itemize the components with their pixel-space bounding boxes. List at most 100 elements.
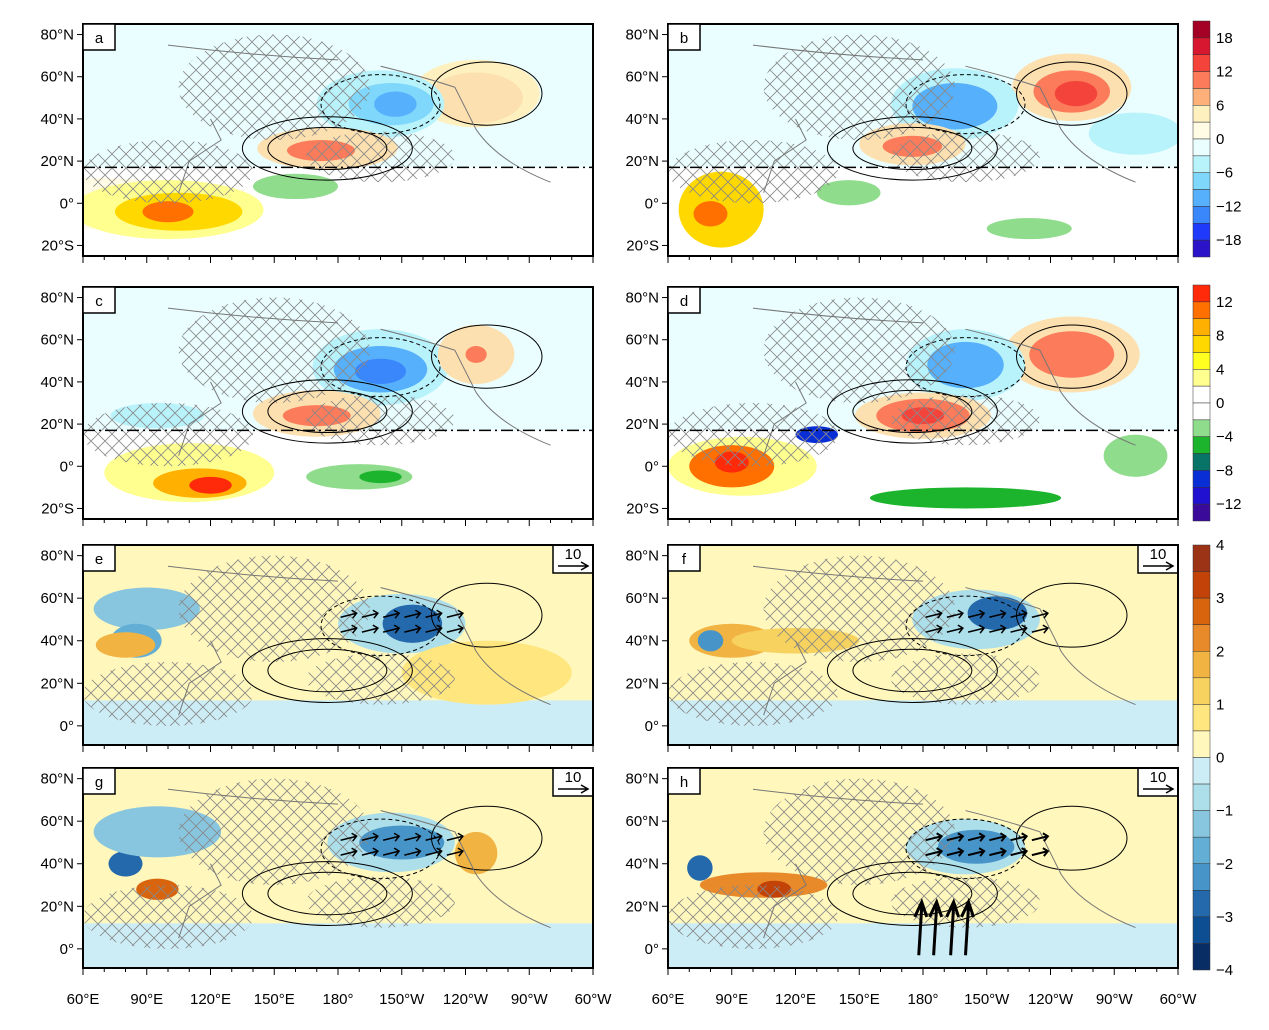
contour-line <box>267 871 388 916</box>
significance-hatching <box>668 662 838 726</box>
lat-tick-label: 0° <box>60 195 74 212</box>
wave-flux-arrow <box>925 609 943 619</box>
significance-hatching <box>83 403 253 467</box>
colorbar-swatch <box>1192 284 1211 303</box>
lat-tick-label: 40°N <box>40 111 74 128</box>
contour-line <box>320 337 441 398</box>
lat-tick-label: 80°N <box>40 290 74 307</box>
lat-tick-label: 40°N <box>625 633 659 650</box>
panel-label-box <box>82 767 116 795</box>
lat-tick-label: 20°S <box>626 500 659 517</box>
colorbar-swatch <box>1192 651 1211 679</box>
colorbar-label: 3 <box>1216 590 1224 607</box>
panel-label-box <box>667 544 701 572</box>
lat-tick-label: 0° <box>60 941 74 958</box>
reference-vector-arrow <box>558 784 590 794</box>
colorbar-label: 6 <box>1216 97 1224 114</box>
colorbar-label: 8 <box>1216 328 1224 345</box>
lon-tick-label: 90°E <box>715 991 748 1008</box>
wave-flux-arrow <box>925 847 944 857</box>
lat-tick-label: 80°N <box>625 548 659 565</box>
colorbar-swatch <box>1192 385 1211 404</box>
colorbar-swatch <box>1192 369 1211 387</box>
contour-line <box>905 595 1026 657</box>
map-area <box>83 768 593 968</box>
colorbar-swatch <box>1192 943 1211 971</box>
lat-tick-label: 0° <box>60 718 74 735</box>
panel-label: h <box>680 774 688 791</box>
colorbar-1: 18 12 6 0 −6 −12 −18 <box>1192 20 1241 258</box>
anomaly-shading <box>142 201 194 223</box>
lon-tick-label: 90°W <box>511 991 549 1008</box>
panel-label: d <box>680 293 688 310</box>
wave-flux-arrow <box>425 609 443 619</box>
wave-flux-arrow <box>404 847 422 857</box>
colorbar-swatch <box>1192 172 1211 190</box>
coastline <box>167 307 551 456</box>
colorbar-label: −3 <box>1216 909 1233 926</box>
lat-tick-label: 60°N <box>40 332 74 349</box>
colorbar-swatch <box>1192 890 1211 918</box>
lat-tick-label: 60°N <box>40 69 74 86</box>
contour-line <box>826 638 998 703</box>
wave-flux-arrow <box>361 624 379 634</box>
lat-tick-label: 80°N <box>625 27 659 44</box>
significance-hatching <box>891 653 1040 705</box>
wave-flux-arrow <box>960 898 975 956</box>
colorbar-label: −1 <box>1216 803 1233 820</box>
significance-hatching <box>763 34 955 140</box>
map-area <box>668 545 1178 745</box>
lon-tick-label: 90°W <box>1096 991 1134 1008</box>
colorbar-swatch <box>1192 470 1211 488</box>
colorbar-label: 12 <box>1216 64 1233 81</box>
colorbar-label: −8 <box>1216 462 1233 479</box>
lat-tick-label: 40°N <box>625 374 659 391</box>
reference-vector-arrow <box>1143 784 1175 794</box>
colorbar-swatch <box>1192 419 1211 437</box>
significance-hatching <box>891 394 1040 446</box>
wave-flux-arrow <box>404 624 422 634</box>
wave-flux-arrow <box>967 624 986 634</box>
wave-flux-arrow <box>946 847 965 857</box>
colorbar-label: 4 <box>1216 537 1224 554</box>
anomaly-shading <box>1103 434 1168 477</box>
lat-tick-label: 0° <box>645 458 659 475</box>
wave-flux-arrow <box>989 624 1007 634</box>
lat-tick-label: 20°N <box>40 898 74 915</box>
anomaly-shading <box>93 587 200 631</box>
coastline <box>752 565 1136 716</box>
contour-line <box>241 861 413 926</box>
wave-flux-arrow <box>1010 847 1029 857</box>
colorbar-swatch <box>1192 487 1211 505</box>
contour-line <box>320 595 441 657</box>
colorbar-swatch <box>1192 223 1211 241</box>
wave-flux-arrow <box>946 624 964 634</box>
significance-hatching <box>763 297 955 403</box>
colorbar-3: 4 3 2 1 0 −1 −2 −3 −4 <box>1192 537 1233 979</box>
lat-tick-label: 60°N <box>625 332 659 349</box>
reference-vector-label: 10 <box>565 769 582 786</box>
lat-tick-label: 20°N <box>625 898 659 915</box>
significance-hatching <box>83 140 253 204</box>
colorbar-label: 12 <box>1216 294 1233 311</box>
anomaly-shading <box>687 855 713 881</box>
anomaly-shading <box>95 632 156 658</box>
lon-tick-label: 120°W <box>443 991 489 1008</box>
wave-flux-arrow <box>382 847 401 857</box>
colorbar-swatch <box>1192 916 1211 944</box>
colorbar-2: 12 8 4 0 −4 −8 −12 <box>1192 284 1241 522</box>
lat-tick-label: 0° <box>645 941 659 958</box>
colorbar-swatch <box>1192 571 1211 599</box>
colorbar-swatch <box>1192 301 1211 319</box>
panel-label-box <box>667 767 701 795</box>
panel-h: 10 h 80°N 60°N 40°N 20°N 0° 60°E 90°E 120°E 150°E 1… <box>625 767 1197 1008</box>
wave-flux-arrow <box>925 832 944 842</box>
colorbar-swatch <box>1192 88 1211 106</box>
map-area <box>668 287 1178 519</box>
panel-f: 10 f 80°N 60°N 40°N 20°N 0° <box>625 544 1179 752</box>
contour-line <box>267 648 388 693</box>
lon-tick-label: 150°W <box>379 991 425 1008</box>
wave-flux-arrow <box>425 847 443 857</box>
panel-g: 10 g 80°N 60°N 40°N 20°N 0° 60°E 90°E 120°E 150°E 1… <box>40 767 612 1008</box>
significance-hatching <box>178 34 370 140</box>
